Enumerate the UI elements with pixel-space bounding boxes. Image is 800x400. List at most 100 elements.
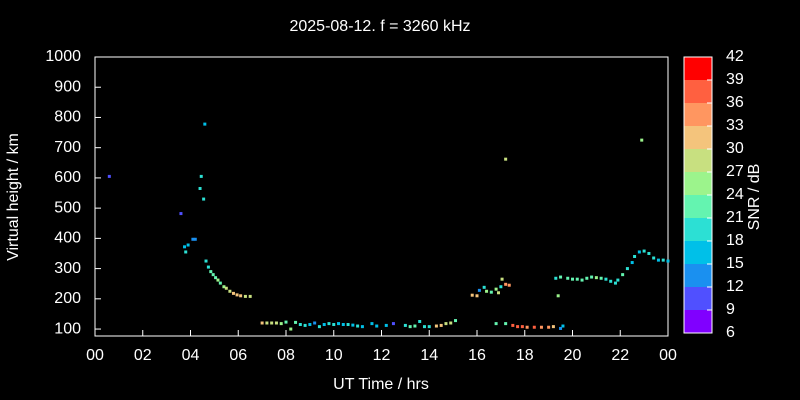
data-point bbox=[218, 281, 222, 285]
data-point bbox=[470, 293, 474, 297]
colorbar-tick-label: 18 bbox=[726, 232, 744, 249]
colorbar-band bbox=[684, 310, 712, 333]
data-point bbox=[630, 261, 634, 265]
colorbar-tick-label: 15 bbox=[726, 255, 744, 272]
data-point bbox=[500, 277, 504, 281]
data-point bbox=[332, 323, 336, 327]
data-point bbox=[351, 323, 355, 327]
colorbar-band bbox=[684, 241, 712, 264]
colorbar-band bbox=[684, 287, 712, 310]
data-point bbox=[604, 277, 608, 281]
data-point bbox=[590, 275, 594, 279]
data-point bbox=[317, 325, 321, 329]
data-point bbox=[485, 289, 489, 293]
data-point bbox=[594, 276, 598, 280]
data-point bbox=[308, 323, 312, 327]
data-point bbox=[413, 324, 417, 328]
colorbar-tick-label: 6 bbox=[726, 324, 735, 341]
data-point bbox=[248, 294, 252, 298]
data-point bbox=[224, 286, 228, 290]
data-point bbox=[209, 270, 213, 274]
data-point bbox=[599, 276, 603, 280]
data-point bbox=[391, 322, 395, 326]
data-point bbox=[322, 323, 326, 327]
x-tick-label: 08 bbox=[277, 347, 295, 364]
data-point bbox=[346, 323, 350, 327]
data-point bbox=[341, 323, 345, 327]
data-point bbox=[439, 323, 443, 327]
data-point bbox=[613, 281, 617, 285]
data-point bbox=[403, 323, 407, 327]
data-point bbox=[507, 283, 511, 287]
data-point bbox=[494, 287, 498, 291]
data-point bbox=[203, 122, 207, 126]
data-point bbox=[449, 321, 453, 325]
colorbar-tick-label: 30 bbox=[726, 140, 744, 157]
colorbar-band bbox=[684, 149, 712, 172]
data-point bbox=[666, 259, 670, 263]
data-point bbox=[193, 237, 197, 241]
colorbar-band bbox=[684, 172, 712, 195]
data-point bbox=[642, 249, 646, 253]
colorbar-band bbox=[684, 218, 712, 241]
x-tick-label: 16 bbox=[468, 347, 486, 364]
data-point bbox=[616, 278, 620, 282]
colorbar-band bbox=[684, 264, 712, 287]
data-point bbox=[580, 278, 584, 282]
x-tick-label: 20 bbox=[564, 347, 582, 364]
y-tick-label: 800 bbox=[54, 109, 81, 126]
data-point bbox=[504, 157, 508, 161]
data-point bbox=[496, 291, 500, 295]
data-point bbox=[656, 258, 660, 262]
data-point bbox=[239, 294, 243, 298]
x-tick-label: 04 bbox=[182, 347, 200, 364]
data-point bbox=[551, 325, 555, 329]
data-point bbox=[191, 237, 195, 241]
colorbar-band bbox=[684, 195, 712, 218]
data-point bbox=[511, 323, 515, 327]
x-axis-label: UT Time / hrs bbox=[333, 376, 429, 393]
data-point bbox=[370, 322, 374, 326]
colorbar-tick-label: 39 bbox=[726, 71, 744, 88]
data-point bbox=[482, 285, 486, 289]
data-point bbox=[274, 321, 278, 325]
chart-title: 2025-08-12. f = 3260 kHz bbox=[289, 18, 470, 35]
x-tick-label: 12 bbox=[373, 347, 391, 364]
data-point bbox=[571, 277, 574, 281]
data-point bbox=[566, 276, 570, 280]
data-point bbox=[559, 326, 563, 330]
data-point bbox=[539, 325, 543, 329]
data-point bbox=[554, 276, 558, 280]
data-point bbox=[625, 267, 629, 271]
x-tick-label: 14 bbox=[420, 347, 438, 364]
y-tick-label: 100 bbox=[54, 320, 81, 337]
colorbar-band bbox=[684, 80, 712, 103]
data-point bbox=[585, 276, 589, 280]
y-tick-label: 200 bbox=[54, 290, 81, 307]
plot-frame bbox=[94, 56, 669, 337]
data-point bbox=[183, 245, 187, 249]
data-point bbox=[556, 294, 560, 298]
y-tick-label: 400 bbox=[54, 230, 81, 247]
x-tick-label: 00 bbox=[659, 347, 677, 364]
data-point bbox=[516, 325, 520, 329]
y-tick-label: 500 bbox=[54, 199, 81, 216]
data-point bbox=[384, 323, 388, 327]
colorbar-tick-label: 9 bbox=[726, 301, 735, 318]
data-point bbox=[107, 174, 111, 178]
data-point bbox=[228, 289, 232, 293]
colorbar-tick-label: 42 bbox=[726, 48, 744, 65]
data-point bbox=[532, 325, 536, 329]
colorbar-band bbox=[684, 103, 712, 126]
y-tick-label: 700 bbox=[54, 139, 81, 156]
data-point bbox=[279, 322, 283, 326]
data-point bbox=[204, 259, 208, 263]
data-point bbox=[214, 276, 218, 280]
data-point bbox=[499, 285, 503, 289]
y-tick-label: 900 bbox=[54, 78, 81, 95]
data-point bbox=[652, 256, 656, 260]
data-point bbox=[621, 273, 625, 277]
data-point bbox=[418, 319, 422, 323]
data-point bbox=[575, 277, 579, 281]
